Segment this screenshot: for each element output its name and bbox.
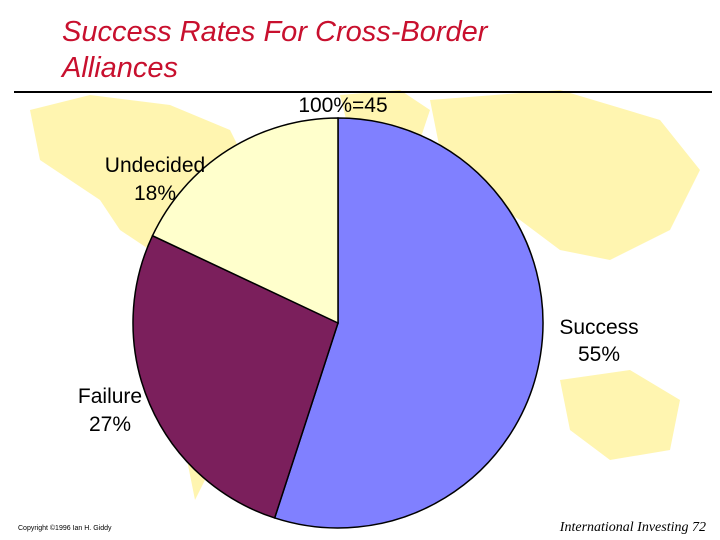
pie-slice-success — [273, 117, 544, 529]
chart-title: 100%=45 — [298, 94, 387, 117]
title-line-1: Success Rates For Cross-Border — [62, 16, 488, 48]
pie-slice-failure — [132, 234, 339, 519]
australia-shape — [560, 370, 680, 460]
asia-shape — [430, 90, 700, 260]
slice-value-success: 55% — [578, 343, 620, 366]
slice-label-failure: Failure — [78, 385, 142, 408]
copyright-text: Copyright ©1996 Ian H. Giddy — [18, 525, 112, 532]
slice-value-failure: 27% — [89, 413, 131, 436]
slide-title: Success Rates For Cross-Border Alliances — [62, 14, 487, 86]
slice-label-undecided: Undecided — [105, 154, 205, 177]
title-divider — [14, 91, 712, 93]
slice-label-success: Success — [559, 316, 638, 339]
title-line-2: Alliances — [62, 52, 179, 84]
slice-value-undecided: 18% — [134, 182, 176, 205]
page-footer: International Investing 72 — [559, 520, 706, 535]
pie-slice-undecided — [151, 117, 339, 325]
